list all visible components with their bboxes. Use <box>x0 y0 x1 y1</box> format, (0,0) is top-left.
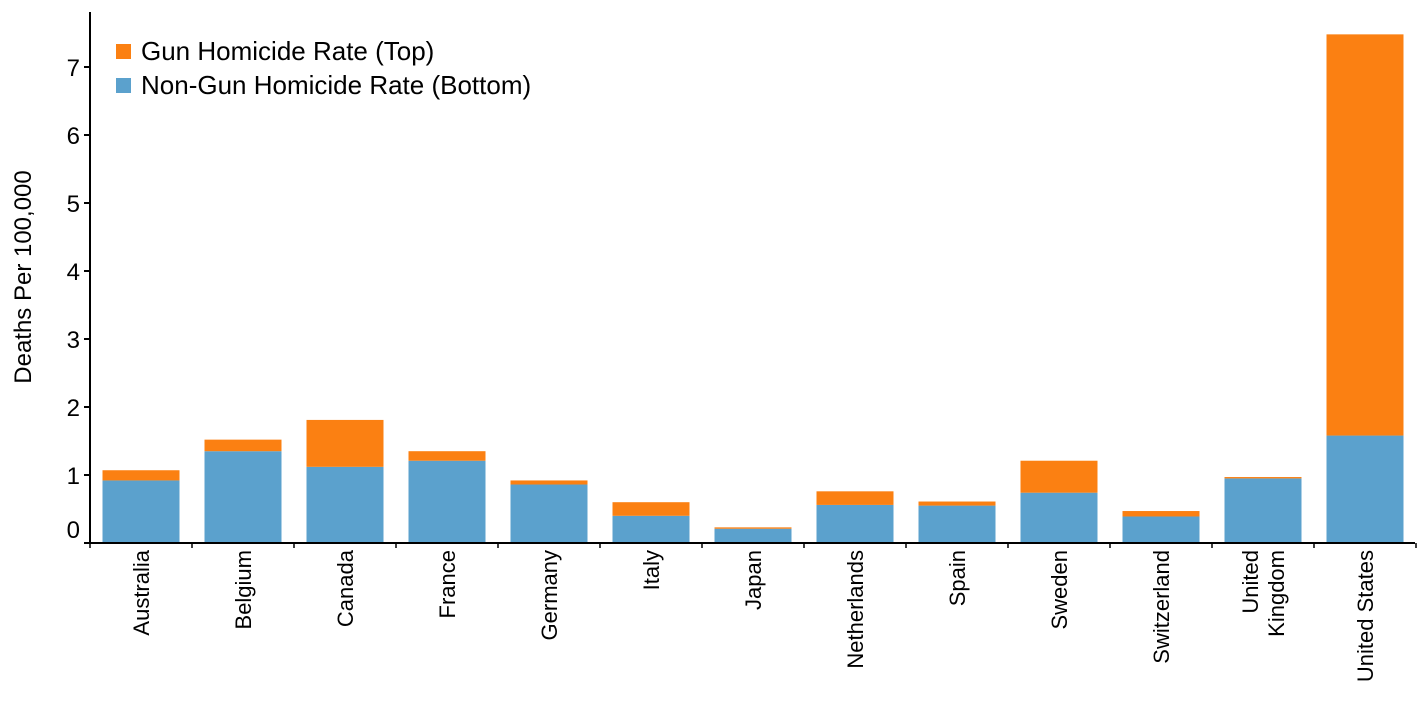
x-tick-label: UnitedKingdom <box>1238 550 1289 637</box>
legend-label: Non-Gun Homicide Rate (Bottom) <box>141 70 531 100</box>
bar-segment <box>408 460 486 543</box>
y-tick-label: 5 <box>67 191 80 218</box>
x-tick-label: Spain <box>945 550 970 606</box>
bar-segment <box>816 504 894 543</box>
bar-segment <box>1122 511 1200 517</box>
bar-segment <box>1020 460 1098 493</box>
x-tick-label: Australia <box>129 549 154 635</box>
y-tick-label: 4 <box>67 259 80 286</box>
x-tick-label: Japan <box>741 550 766 610</box>
bar-segment <box>918 505 996 543</box>
legend-swatch <box>116 44 131 59</box>
bar-segment <box>918 501 996 506</box>
bar-segment <box>204 439 282 452</box>
y-axis-label: Deaths Per 100,000 <box>10 170 37 383</box>
bar-segment <box>1326 435 1404 543</box>
bar-segment <box>714 528 792 543</box>
legend: Gun Homicide Rate (Top) Non-Gun Homicide … <box>116 36 531 100</box>
x-ticks: Australia Belgium Canada France Germany Italy… <box>89 543 1417 682</box>
bar-segment <box>306 466 384 543</box>
bar-segment <box>204 451 282 543</box>
x-tick-label: United States <box>1353 550 1378 682</box>
legend-swatch <box>116 78 131 93</box>
bar-segment <box>1020 492 1098 543</box>
y-ticks: 0 1 2 3 4 5 6 7 <box>67 55 90 544</box>
bar-segment <box>1122 516 1200 543</box>
bar-segment <box>510 484 588 543</box>
bar-segment <box>816 491 894 505</box>
legend-label: Gun Homicide Rate (Top) <box>141 36 434 66</box>
axes <box>89 12 1415 544</box>
y-tick-label: 3 <box>67 327 80 354</box>
bar-segment <box>714 527 792 529</box>
x-tick-label: Belgium <box>231 550 256 629</box>
bar-segment <box>1224 478 1302 543</box>
y-tick-label: 2 <box>67 395 80 422</box>
bar-segment <box>612 502 690 516</box>
bar-segment <box>408 451 486 461</box>
bar-segment <box>1326 34 1404 436</box>
x-tick-label: Canada <box>333 549 358 627</box>
y-tick-label: 6 <box>67 123 80 150</box>
x-tick-label: France <box>435 550 460 618</box>
y-tick-label: 7 <box>67 55 80 82</box>
x-tick-label: Netherlands <box>843 550 868 669</box>
x-tick-label: Sweden <box>1047 550 1072 630</box>
bar-segment <box>612 515 690 543</box>
bar-segment <box>306 419 384 467</box>
bar-segment <box>1224 477 1302 479</box>
bar-segment <box>102 470 180 481</box>
x-tick-label: Germany <box>537 550 562 640</box>
y-tick-label: 1 <box>67 463 80 490</box>
x-tick-label: Italy <box>639 550 664 590</box>
y-tick-label: 0 <box>67 517 80 544</box>
bar-segment <box>510 480 588 485</box>
x-tick-label: Switzerland <box>1149 550 1174 664</box>
bars <box>102 34 1404 543</box>
bar-segment <box>102 480 180 543</box>
